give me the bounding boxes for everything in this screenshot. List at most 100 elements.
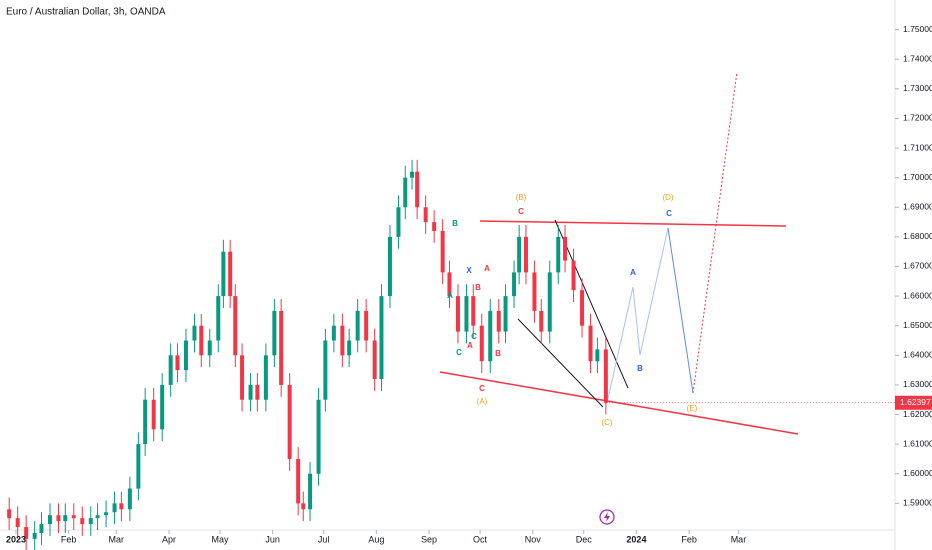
wave-label: (E) (687, 404, 698, 413)
candle-body (112, 503, 117, 513)
x-tick-label: May (211, 534, 229, 544)
trendline (439, 371, 799, 435)
y-tick-label: 1.70000 (903, 172, 932, 182)
candle-body (563, 236, 568, 261)
last-price-box (895, 395, 932, 410)
x-tick-label: Mar (731, 534, 747, 544)
candle-body (396, 207, 401, 237)
wave-label: (C) (601, 418, 612, 427)
candle-body (175, 355, 180, 371)
candle-body (279, 310, 284, 385)
candle-body (503, 296, 508, 332)
candle-body (517, 236, 522, 273)
x-tick-label: Mar (109, 534, 125, 544)
y-tick-label: 1.66000 (903, 290, 932, 300)
y-tick-label: 1.75000 (903, 24, 932, 34)
candle-body (571, 260, 576, 291)
wave-label: B (475, 283, 481, 292)
candle-body (71, 515, 76, 519)
candle-body (488, 310, 493, 362)
candle-body (580, 290, 585, 326)
candle-body (523, 236, 528, 273)
candle-body (603, 349, 608, 403)
candle-body (410, 171, 415, 178)
y-tick-label: 1.65000 (903, 320, 932, 330)
event-icon-bolt (604, 512, 610, 522)
x-tick-label: Feb (681, 534, 697, 544)
wave-label: A (467, 341, 473, 350)
candle-body (151, 399, 156, 430)
wave-label: X (466, 266, 472, 275)
x-tick-label: Oct (473, 534, 488, 544)
candle-body (532, 272, 537, 311)
candle-body (168, 355, 173, 385)
candle-body (63, 515, 68, 522)
candle-body (379, 296, 384, 379)
candle-body (47, 515, 52, 525)
candle-body (104, 512, 109, 516)
candle-body (479, 325, 484, 362)
trendline (554, 219, 629, 389)
candle-body (432, 222, 437, 231)
candle-body (143, 399, 148, 445)
projection-path (606, 227, 669, 404)
y-tick-label: 1.71000 (903, 142, 932, 152)
candle-body (207, 340, 212, 356)
x-tick-label: 2023 (6, 534, 26, 544)
candle-body (588, 325, 593, 362)
wave-label: (A) (477, 397, 488, 406)
candle-body (15, 518, 20, 528)
y-tick-label: 1.74000 (903, 53, 932, 63)
chart-title: Euro / Australian Dollar, 3h, OANDA (6, 7, 166, 18)
wave-label: B (495, 349, 501, 358)
candle-body (347, 340, 352, 356)
candle-body (119, 503, 124, 510)
wave-label: C (471, 332, 477, 341)
y-tick-label: 1.60000 (903, 468, 932, 478)
candle-body (440, 230, 445, 273)
candle-body (415, 171, 420, 208)
candle-body (547, 272, 552, 332)
candle-body (160, 384, 165, 430)
x-tick-label: Feb (61, 534, 77, 544)
candle-body (221, 251, 226, 297)
candle-body (127, 488, 132, 510)
y-tick-label: 1.62000 (903, 409, 932, 419)
last-price-label: 1.62397 (900, 397, 931, 407)
wave-label: A (484, 264, 490, 273)
candle-body (512, 272, 517, 297)
candle-body (296, 458, 301, 504)
candle-body (199, 325, 204, 356)
projection-path (667, 227, 694, 394)
candle-body (95, 515, 100, 519)
y-tick-label: 1.73000 (903, 83, 932, 93)
candle-body (32, 532, 37, 539)
x-tick-label: Apr (162, 534, 176, 544)
candle-body (455, 296, 460, 332)
y-tick-label: 1.67000 (903, 261, 932, 271)
candle-body (496, 310, 501, 332)
candle-body (331, 325, 336, 341)
y-tick-label: 1.59000 (903, 498, 932, 508)
y-tick-label: 1.68000 (903, 231, 932, 241)
wave-label: C (479, 384, 485, 393)
wave-label: (D) (662, 193, 673, 202)
drawings (7, 71, 799, 550)
wave-label: C (456, 348, 462, 357)
candle-body (263, 355, 268, 400)
candle-body (136, 444, 141, 489)
candle-body (183, 340, 188, 371)
candle-body (355, 310, 360, 341)
candle-body (471, 296, 476, 326)
x-tick-label: Aug (368, 534, 384, 544)
candle-body (308, 473, 313, 510)
candle-body (364, 310, 369, 341)
candle-body (56, 515, 61, 522)
trendline (517, 318, 604, 408)
wave-label: B (637, 364, 643, 373)
candle-body (240, 355, 245, 400)
candle-body (233, 296, 238, 356)
candle-body (595, 349, 600, 362)
